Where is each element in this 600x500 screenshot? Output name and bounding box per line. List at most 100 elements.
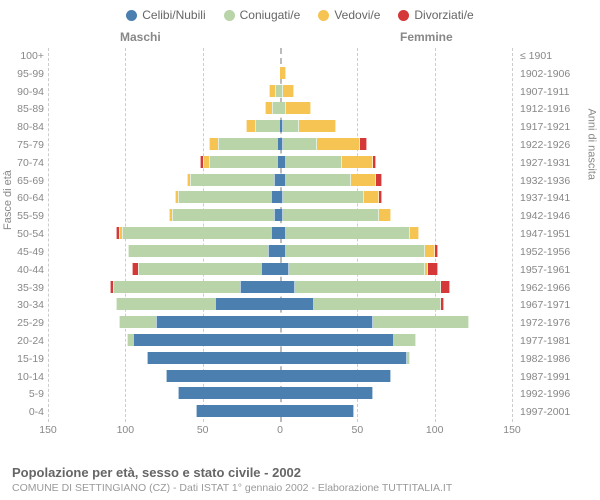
age-label: 10-14 — [0, 371, 44, 383]
age-label: 100+ — [0, 50, 44, 62]
male-bar — [128, 245, 280, 257]
male-bar — [269, 85, 280, 97]
chart-subtitle: COMUNE DI SETTINGIANO (CZ) - Dati ISTAT … — [12, 482, 452, 494]
x-axis: 15010050050100150 — [48, 424, 512, 438]
footer: Popolazione per età, sesso e stato civil… — [12, 465, 452, 494]
bar-segment — [138, 263, 262, 275]
bar-segment — [283, 209, 379, 221]
age-label: 15-19 — [0, 353, 44, 365]
bar-segment — [268, 245, 280, 257]
pyramid-row — [48, 84, 512, 102]
pyramid-row — [48, 66, 512, 84]
bar-segment — [119, 316, 156, 328]
pyramid-row — [48, 119, 512, 137]
bar-segment — [261, 263, 280, 275]
bar-segment — [280, 352, 407, 364]
plot — [48, 48, 512, 422]
age-label: 30-34 — [0, 299, 44, 311]
pyramid-row — [48, 262, 512, 280]
bar-segment — [113, 281, 240, 293]
bar-segment — [272, 102, 280, 114]
male-bar — [119, 316, 280, 328]
female-bar — [280, 316, 469, 328]
bar-segment — [283, 138, 317, 150]
male-bar — [116, 298, 280, 310]
age-label: 60-64 — [0, 192, 44, 204]
legend-label: Celibi/Nubili — [142, 8, 205, 22]
x-tick: 0 — [277, 424, 283, 436]
pyramid-row — [48, 226, 512, 244]
bar-segment — [255, 120, 280, 132]
pyramid-row — [48, 280, 512, 298]
pyramid-row — [48, 190, 512, 208]
male-bar — [132, 263, 280, 275]
bar-segment — [246, 120, 255, 132]
bar-segment — [280, 281, 295, 293]
bar-segment — [190, 174, 274, 186]
gridline — [512, 48, 513, 422]
pyramid-row — [48, 101, 512, 119]
pyramid-row — [48, 333, 512, 351]
legend-dot — [318, 10, 329, 21]
female-bar — [280, 174, 382, 186]
x-tick: 50 — [351, 424, 363, 436]
age-label: 70-74 — [0, 157, 44, 169]
female-bar — [280, 156, 376, 168]
bar-segment — [209, 156, 277, 168]
male-header: Maschi — [120, 30, 161, 44]
female-bar — [280, 67, 286, 79]
female-bar — [280, 85, 294, 97]
bar-segment — [373, 316, 469, 328]
age-label: 0-4 — [0, 406, 44, 418]
legend-label: Coniugati/e — [240, 8, 301, 22]
bar-segment — [280, 334, 394, 346]
bar-segment — [209, 138, 218, 150]
bar-segment — [314, 298, 441, 310]
male-bar — [209, 138, 280, 150]
pyramid-row — [48, 369, 512, 387]
bar-segment — [379, 209, 391, 221]
legend: Celibi/Nubili Coniugati/e Vedovi/e Divorzia… — [0, 0, 600, 26]
pyramid-row — [48, 155, 512, 173]
bar-segment — [364, 191, 379, 203]
bar-segment — [280, 316, 373, 328]
female-bar — [280, 405, 354, 417]
x-tick: 100 — [117, 424, 135, 436]
age-label: 55-59 — [0, 210, 44, 222]
age-label: 5-9 — [0, 388, 44, 400]
bar-segment — [373, 156, 376, 168]
male-bar — [147, 352, 280, 364]
age-label: 20-24 — [0, 335, 44, 347]
female-bar — [280, 263, 438, 275]
chart-area — [48, 48, 552, 440]
legend-item: Divorziati/e — [398, 8, 473, 22]
age-labels: 100+95-9990-9485-8980-8475-7970-7465-696… — [0, 48, 44, 422]
bar-segment — [435, 245, 438, 257]
legend-item: Vedovi/e — [318, 8, 380, 22]
chart-title: Popolazione per età, sesso e stato civil… — [12, 465, 452, 480]
bar-segment — [271, 191, 280, 203]
x-tick: 100 — [426, 424, 444, 436]
age-label: 50-54 — [0, 228, 44, 240]
age-label: 80-84 — [0, 121, 44, 133]
bar-segment — [280, 67, 286, 79]
bar-segment — [441, 281, 450, 293]
bar-segment — [379, 191, 382, 203]
male-bar — [116, 227, 280, 239]
pyramid-row — [48, 351, 512, 369]
age-label: 75-79 — [0, 139, 44, 151]
bar-segment — [407, 352, 410, 364]
bar-segment — [240, 281, 280, 293]
female-bar — [280, 387, 373, 399]
female-bar — [280, 227, 419, 239]
age-label: 25-29 — [0, 317, 44, 329]
bar-segment — [286, 174, 351, 186]
pyramid-row — [48, 173, 512, 191]
legend-item: Celibi/Nubili — [126, 8, 205, 22]
pyramid-row — [48, 297, 512, 315]
bar-segment — [147, 352, 280, 364]
legend-dot — [126, 10, 137, 21]
bar-segment — [376, 174, 382, 186]
legend-label: Vedovi/e — [334, 8, 380, 22]
bar-segment — [283, 120, 298, 132]
